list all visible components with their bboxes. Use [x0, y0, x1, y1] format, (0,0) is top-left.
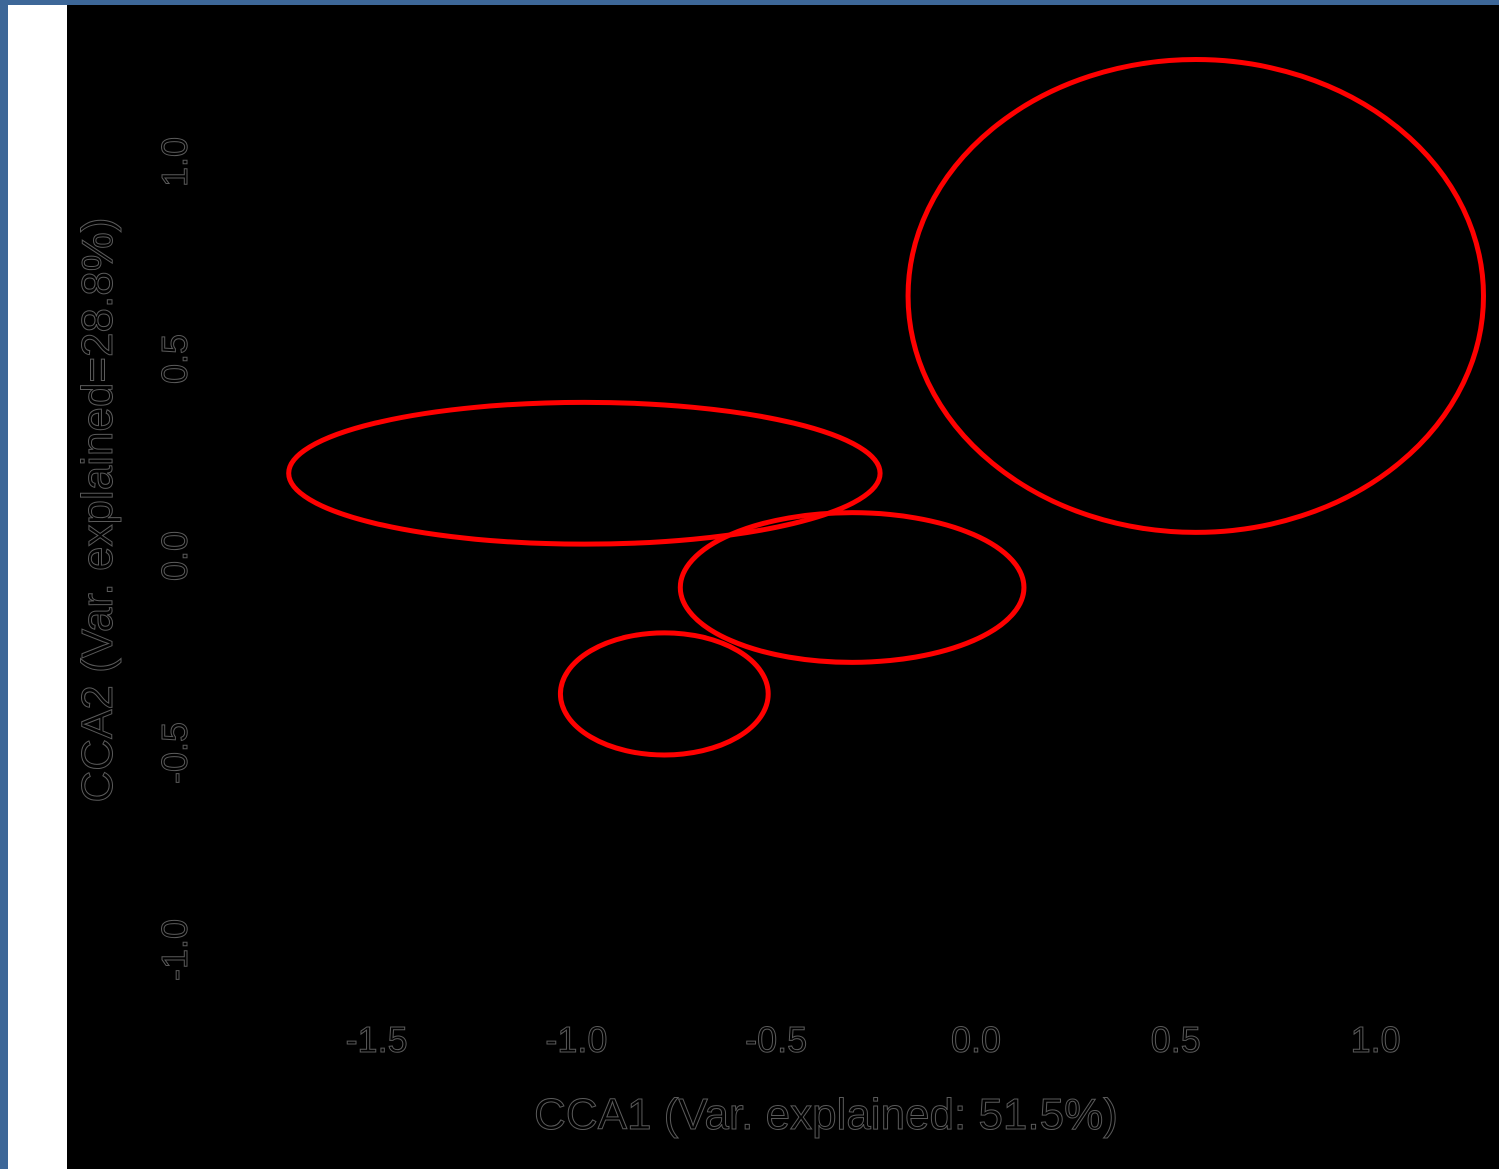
group-ellipse-2 — [905, 57, 1486, 535]
y-tick-label: 1.0 — [154, 137, 195, 187]
x-tick-label: -0.5 — [745, 1019, 807, 1060]
y-tick-label: 0.5 — [154, 334, 195, 384]
y-tick-label: -1.0 — [154, 919, 195, 981]
x-tick-label: 1.0 — [1351, 1019, 1401, 1060]
x-tick-label: -1.5 — [346, 1019, 408, 1060]
ellipse-layer — [286, 57, 1486, 758]
y-axis-label: CCA2 (Var. explained=28.8%) — [73, 218, 122, 803]
group-ellipse-1 — [286, 399, 883, 547]
x-tick-label: 0.0 — [951, 1019, 1001, 1060]
x-axis-label: CCA1 (Var. explained: 51.5%) — [534, 1090, 1118, 1139]
group-ellipse-4 — [557, 630, 771, 758]
y-tick-label: 0.0 — [154, 531, 195, 581]
y-tick-label: -0.5 — [154, 722, 195, 784]
group-ellipse-3 — [677, 510, 1027, 665]
left-margin-strip — [8, 5, 67, 1169]
plot-area — [67, 5, 1499, 1169]
x-tick-label: 0.5 — [1151, 1019, 1201, 1060]
x-tick-label: -1.0 — [545, 1019, 607, 1060]
y-tick-labels: 1.0 0.5 0.0 -0.5 -1.0 — [154, 136, 196, 981]
x-tick-labels: -1.5 -1.0 -0.5 0.0 0.5 1.0 — [345, 1019, 1401, 1061]
